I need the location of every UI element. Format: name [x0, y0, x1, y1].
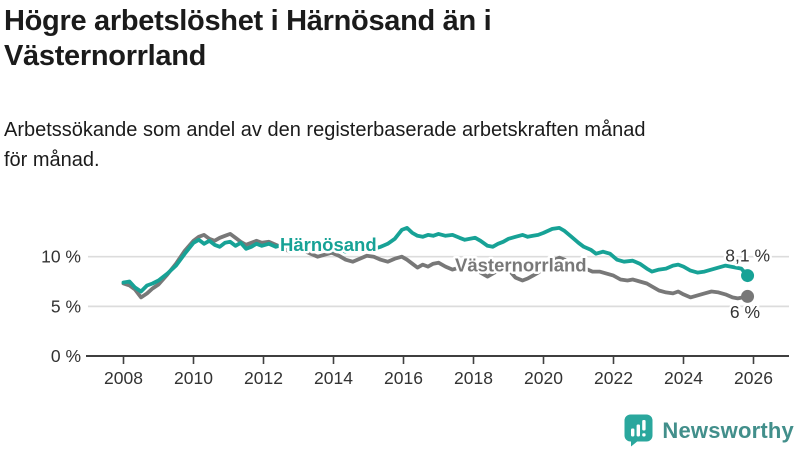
y-tick-label: 5 % [51, 296, 81, 316]
harnosand-latest-value-label: 8,1 % [725, 246, 770, 266]
x-tick-label: 2012 [244, 368, 283, 388]
bar-chart-speech-bubble-icon [624, 414, 653, 447]
x-tick-label: 2014 [314, 368, 353, 388]
x-tick-label: 2008 [104, 368, 143, 388]
x-tick-label: 2022 [594, 368, 633, 388]
vasternorrland-line [121, 231, 750, 301]
x-tick-label: 2020 [524, 368, 563, 388]
x-tick-label: 2010 [174, 368, 213, 388]
harnosand-line [121, 225, 750, 294]
harnosand-end-dot [741, 269, 755, 283]
vasternorrland-end-dot [741, 289, 755, 303]
newsworthy-logo[interactable]: Newsworthy [624, 414, 794, 447]
harnosand-series-label: Härnösand [280, 234, 377, 255]
unemployment-line-chart: 2008 2010 2012 2014 2016 2018 2020 2022 2024 2026… [41, 225, 789, 388]
chart-subtitle: Arbetssökande som andel av den registerb… [4, 119, 646, 171]
page-title: Högre arbetslöshet i Härnösand än i Väst… [4, 5, 492, 72]
newsworthy-wordmark: Newsworthy [662, 417, 794, 443]
x-tick-label: 2026 [734, 368, 773, 388]
y-tick-label: 0 % [51, 346, 81, 366]
x-tick-label: 2018 [454, 368, 493, 388]
vasternorrland-latest-value-label: 6 % [730, 302, 760, 322]
vasternorrland-series-label: Västernorrland [455, 255, 587, 276]
x-tick-label: 2024 [664, 368, 703, 388]
x-tick-label: 2016 [384, 368, 423, 388]
y-tick-label: 10 % [41, 247, 81, 267]
